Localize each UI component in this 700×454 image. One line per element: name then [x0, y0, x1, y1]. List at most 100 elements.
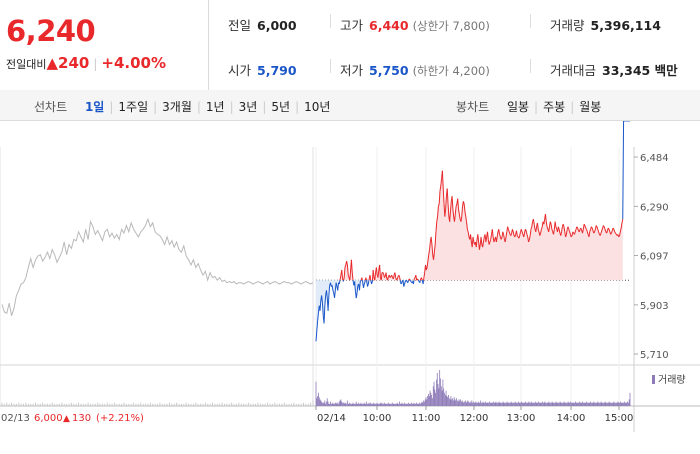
price-segment	[586, 228, 587, 229]
y-tick-label: 5,710	[640, 350, 669, 361]
divider	[330, 59, 331, 73]
stat-label: 저가	[340, 63, 363, 78]
change-percent: +4.00%	[101, 54, 166, 72]
chart-toolbar: 선차트 1일 | 1주일 | 3개월 | 1년 | 3년 | 5년 | 10년 봉차트 일봉 | 주봉 | 월봉	[0, 90, 700, 121]
price-segment	[409, 279, 410, 280]
stat-low: 저가 5,750 (하한가 4,200)	[340, 60, 490, 79]
price-segment	[397, 279, 398, 280]
upper-limit: (상한가 7,800)	[413, 19, 490, 33]
stat-label: 고가	[340, 18, 363, 33]
price-segment	[525, 229, 526, 230]
period-tab-0[interactable]: 1일	[85, 100, 104, 114]
price-segment	[573, 232, 574, 233]
stat-value: 5,790	[257, 63, 297, 78]
prev-day-arrow: ▲	[63, 414, 70, 424]
period-tabs: 1일 | 1주일 | 3개월 | 1년 | 3년 | 5년 | 10년	[71, 100, 330, 114]
period-tab-3[interactable]: 1년	[206, 100, 225, 114]
divider: |	[93, 57, 97, 71]
stat-value: 5,396,114	[591, 18, 661, 33]
price-segment	[613, 228, 614, 229]
x-tick-label: 15:00	[605, 413, 634, 424]
y-tick-label: 5,903	[640, 301, 669, 312]
stat-value: 5,750	[369, 63, 409, 78]
price-segment	[418, 280, 419, 281]
x-tick-label: 10:00	[363, 413, 392, 424]
price-box: 6,240 전일대비▲240|+4.00%	[0, 0, 209, 90]
period-tab-2[interactable]: 3개월	[162, 100, 192, 114]
line-chart-periods: 선차트 1일 | 1주일 | 3개월 | 1년 | 3년 | 5년 | 10년	[34, 98, 330, 115]
x-tick-label: 11:00	[412, 413, 441, 424]
up-arrow-icon: ▲	[46, 54, 58, 72]
period-tab-6[interactable]: 10년	[304, 100, 330, 114]
prev-day-line	[2, 219, 313, 316]
divider: |	[570, 100, 574, 114]
price-segment	[584, 224, 585, 225]
price-segment	[616, 233, 617, 234]
price-segment	[517, 236, 518, 237]
candle-tab-2[interactable]: 월봉	[579, 100, 601, 114]
volume-legend-label: 거래량	[658, 374, 686, 386]
price-segment	[339, 280, 340, 284]
divider: |	[295, 100, 299, 114]
y-tick-label: 6,097	[640, 252, 669, 263]
volume-legend-swatch	[652, 375, 655, 384]
stat-value: 33,345 백만	[602, 63, 678, 78]
candle-chart-label: 봉차트	[456, 100, 489, 114]
y-tick-label: 6,484	[640, 153, 669, 164]
divider: |	[230, 100, 234, 114]
price-segment	[608, 228, 609, 229]
prev-day-change: 130	[72, 413, 91, 424]
price-segment	[390, 276, 391, 277]
candle-chart-periods: 봉차트 일봉|주봉|월봉	[456, 98, 601, 115]
price-segment	[414, 278, 415, 279]
x-tick-label: 02/14	[317, 413, 346, 424]
divider: |	[153, 100, 157, 114]
stat-volume: 거래량 5,396,114	[550, 15, 661, 34]
divider: |	[262, 100, 266, 114]
price-segment	[571, 236, 572, 237]
candle-tab-1[interactable]: 주봉	[543, 100, 565, 114]
price-segment	[603, 225, 604, 226]
x-tick-label: 14:00	[557, 413, 586, 424]
divider: |	[197, 100, 201, 114]
price-chart[interactable]: 6,484 6,290 6,097 5,903 5,710 거래량 02/14 10:00 11…	[0, 121, 700, 450]
line-chart-label: 선차트	[34, 100, 67, 114]
price-segment	[596, 225, 597, 226]
price-segment	[360, 280, 361, 281]
price-segment	[344, 278, 345, 281]
period-tab-4[interactable]: 3년	[239, 100, 258, 114]
stat-label: 거래대금	[550, 63, 596, 78]
price-segment	[615, 232, 616, 233]
price-segment	[591, 227, 592, 228]
candle-tab-0[interactable]: 일봉	[507, 100, 529, 114]
stat-open: 시가 5,790	[228, 60, 297, 79]
stat-label: 거래량	[550, 18, 585, 33]
x-tick-label: 12:00	[460, 413, 489, 424]
chart-area[interactable]: 6,484 6,290 6,097 5,903 5,710 거래량 02/14 10:00 11…	[0, 121, 700, 450]
price-segment	[594, 232, 595, 233]
price-segment	[417, 279, 418, 280]
divider	[530, 59, 531, 73]
divider	[530, 14, 531, 28]
stat-label: 전일	[228, 18, 251, 33]
period-tab-1[interactable]: 1주일	[118, 100, 148, 114]
price-segment	[383, 273, 384, 274]
stat-value: 6,440	[369, 18, 409, 33]
price-segment	[577, 227, 578, 228]
price-segment	[384, 276, 385, 277]
x-tick-label: 13:00	[507, 413, 536, 424]
price-segment	[619, 236, 620, 237]
lower-limit: (하한가 4,200)	[413, 64, 490, 78]
change-label: 전일대비	[6, 58, 46, 71]
price-segment	[611, 233, 612, 234]
prev-day-pct: (+2.21%)	[96, 413, 144, 424]
stat-label: 시가	[228, 63, 251, 78]
stat-trade-value: 거래대금 33,345 백만	[550, 60, 678, 79]
y-tick-label: 6,290	[640, 202, 669, 213]
period-tab-5[interactable]: 5년	[271, 100, 290, 114]
change-value: 240	[58, 54, 89, 72]
divider	[330, 14, 331, 28]
divider: |	[109, 100, 113, 114]
